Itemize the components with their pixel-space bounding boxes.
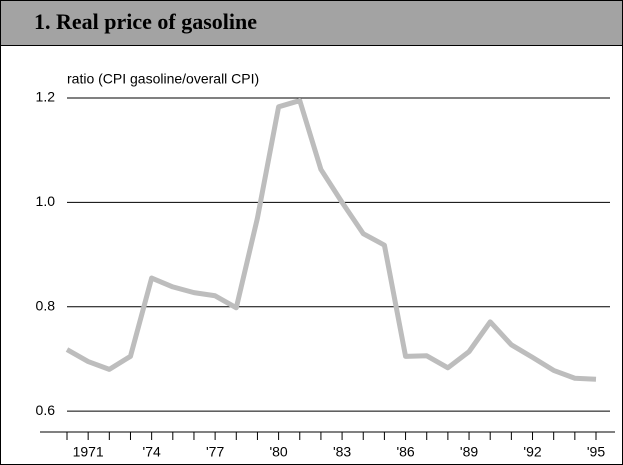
x-tick-label: '89 bbox=[460, 444, 478, 460]
y-tick-label: 0.8 bbox=[36, 297, 56, 313]
y-tick-label: 1.0 bbox=[36, 193, 56, 209]
x-tick-label: '77 bbox=[206, 444, 224, 460]
x-tick-label: '74 bbox=[143, 444, 161, 460]
y-axis-label: ratio (CPI gasoline/overall CPI) bbox=[67, 71, 259, 87]
y-tick-label: 0.6 bbox=[36, 402, 56, 418]
y-tick-label: 1.2 bbox=[36, 89, 56, 105]
x-tick-label: 1971 bbox=[73, 444, 104, 460]
x-tick-label: '92 bbox=[523, 444, 541, 460]
data-line bbox=[65, 98, 597, 382]
x-tick-label: '83 bbox=[333, 444, 351, 460]
x-tick-label: '86 bbox=[396, 444, 414, 460]
x-tick-label: '80 bbox=[269, 444, 287, 460]
chart-title: 1. Real price of gasoline bbox=[34, 9, 257, 34]
x-tick-label: '95 bbox=[587, 444, 605, 460]
title-bar bbox=[0, 0, 623, 46]
